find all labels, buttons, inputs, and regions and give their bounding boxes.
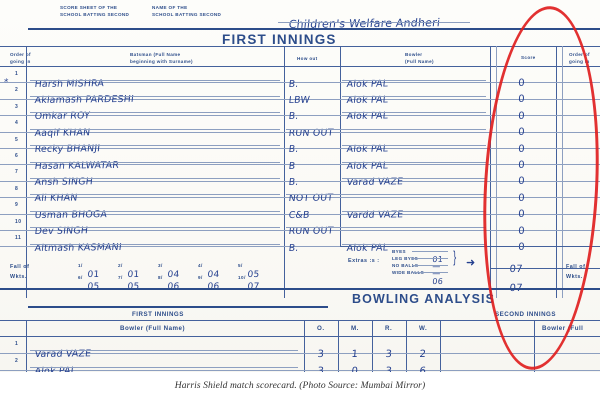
fow-value[interactable]: 06 bbox=[207, 282, 220, 292]
extras-total-value[interactable]: 07 bbox=[509, 264, 524, 275]
score-value[interactable]: 0 bbox=[518, 94, 525, 106]
score-value[interactable]: 0 bbox=[518, 77, 525, 89]
col-batsman-l2: beginning with Surname) bbox=[130, 59, 193, 64]
extras-arrow-icon: ➜ bbox=[466, 257, 476, 269]
how-out-value[interactable]: LBW bbox=[288, 94, 311, 106]
how-out-value[interactable]: B. bbox=[288, 176, 300, 188]
innings-title: FIRST INNINGS bbox=[222, 32, 337, 47]
bowling-col-w: W. bbox=[419, 325, 428, 332]
score-value[interactable]: 0 bbox=[518, 241, 525, 253]
fow-key: 6/ bbox=[78, 275, 83, 280]
header-left-label-line1: SCORE SHEET OF THE bbox=[60, 5, 118, 10]
bowling-first-innings-label: FIRST INNINGS bbox=[132, 311, 184, 318]
score-value[interactable]: 0 bbox=[518, 159, 525, 171]
col-order-l1: Order of bbox=[10, 52, 31, 57]
header-left-label-line2: SCHOOL BATTING SECOND bbox=[60, 12, 130, 17]
fow-value[interactable]: 01 bbox=[127, 270, 140, 280]
col-order-right-l1: Order of bbox=[569, 52, 590, 57]
fow-key: 5/ bbox=[238, 263, 243, 268]
extras-brace-icon: } bbox=[453, 249, 457, 266]
fow-value[interactable]: 04 bbox=[167, 270, 180, 280]
bowling-bowler-header: Bowler (Full Name) bbox=[120, 325, 186, 332]
bowling-analysis-title: BOWLING ANALYSIS bbox=[352, 292, 496, 306]
how-out-value[interactable]: B. bbox=[288, 111, 300, 123]
bowling-second-innings-label: SECOND INNINGS bbox=[495, 311, 556, 318]
fow-value[interactable]: 06 bbox=[167, 282, 180, 292]
batting-row-number: 8 bbox=[15, 185, 19, 192]
col-bowler-l1: Bowler bbox=[405, 52, 423, 57]
batting-row-number: 10 bbox=[15, 218, 22, 225]
fall-of-wkts-label-l2: Wkts. bbox=[10, 274, 27, 280]
fow-value[interactable]: 07 bbox=[247, 282, 260, 292]
wide-balls-label: WIDE BALLS bbox=[392, 270, 425, 275]
batting-row-number: 11 bbox=[15, 235, 22, 241]
captain-marker: * bbox=[3, 77, 9, 88]
figure-caption: Harris Shield match scorecard. (Photo So… bbox=[0, 372, 600, 400]
col-batsman-l1: Batsman (Full Name bbox=[130, 52, 181, 57]
batting-row-number: 4 bbox=[15, 120, 19, 127]
fow-value[interactable]: 01 bbox=[87, 270, 100, 280]
scorecard-paper bbox=[0, 0, 600, 372]
score-value[interactable]: 0 bbox=[518, 176, 525, 188]
extras-label: Extras :s : bbox=[348, 258, 380, 264]
batting-row-number: 9 bbox=[15, 202, 19, 209]
fow-key: 9/ bbox=[198, 275, 203, 280]
fow-value[interactable]: 05 bbox=[247, 270, 260, 280]
batting-row-number: 5 bbox=[15, 136, 19, 143]
batting-row-number: 6 bbox=[15, 153, 19, 159]
how-out-value[interactable]: B. bbox=[288, 78, 300, 90]
bowling-col-o: O. bbox=[317, 325, 325, 332]
fow-value[interactable]: 04 bbox=[207, 270, 220, 280]
score-value[interactable]: 0 bbox=[518, 192, 525, 204]
batting-row-number: 7 bbox=[15, 169, 19, 176]
bowling-bowler-header-right: Bowler (Full bbox=[542, 325, 584, 332]
score-value[interactable]: 0 bbox=[518, 225, 525, 237]
bowling-wickets[interactable]: 2 bbox=[419, 349, 427, 360]
fow-key: 10/ bbox=[238, 275, 246, 280]
col-order-right-l2: going in bbox=[569, 59, 590, 64]
fow-key: 3/ bbox=[158, 263, 163, 268]
how-out-value[interactable]: B. bbox=[288, 242, 300, 254]
col-order-l2: going in bbox=[10, 59, 31, 64]
byes-label: BYES bbox=[392, 249, 406, 254]
bowling-row-number: 2 bbox=[15, 358, 19, 364]
fow-value[interactable]: 05 bbox=[127, 282, 140, 292]
how-out-value[interactable]: C&B bbox=[288, 209, 311, 221]
fow-key: 2/ bbox=[118, 263, 123, 268]
header-name-label-line1: NAME OF THE bbox=[152, 5, 188, 10]
batting-row-number: 3 bbox=[15, 103, 19, 110]
fow-value[interactable]: 05 bbox=[87, 282, 100, 292]
score-value[interactable]: 0 bbox=[518, 208, 525, 221]
fow-key: 1/ bbox=[78, 263, 83, 268]
bowling-row-number: 1 bbox=[15, 341, 19, 347]
score-value[interactable]: 0 bbox=[518, 143, 525, 155]
how-out-value[interactable]: B. bbox=[288, 143, 300, 156]
bowling-maidens[interactable]: 1 bbox=[351, 349, 359, 360]
no-balls-label: NO BALLS bbox=[392, 263, 419, 268]
batting-row-number: 1 bbox=[15, 71, 19, 77]
col-score: Score bbox=[521, 55, 536, 60]
col-how-out: How out bbox=[297, 56, 318, 61]
bowling-col-r: R. bbox=[385, 325, 393, 332]
fow-key: 7/ bbox=[118, 275, 123, 280]
batting-row-number: 2 bbox=[15, 87, 19, 94]
fall-of-wkts-label-right-l1: Fall of bbox=[566, 264, 586, 270]
score-value[interactable]: 0 bbox=[518, 126, 525, 139]
fow-key: 8/ bbox=[158, 275, 163, 280]
bowling-col-m: M. bbox=[351, 325, 359, 332]
header-name-label-line2: SCHOOL BATTING SECOND bbox=[152, 12, 222, 17]
bowling-overs[interactable]: 3 bbox=[317, 349, 325, 360]
wide-balls-value[interactable]: 06 bbox=[432, 277, 444, 286]
fall-of-wkts-label-l1: Fall of bbox=[10, 264, 30, 270]
leg-byes-label: LEG BYES bbox=[392, 256, 419, 261]
fall-of-wkts-label-right-l2: Wkts. bbox=[566, 274, 583, 280]
fow-key: 4/ bbox=[198, 263, 203, 268]
score-value[interactable]: 0 bbox=[518, 110, 525, 122]
how-out-value[interactable]: B bbox=[288, 160, 296, 172]
col-bowler-l2: (Full Name) bbox=[405, 59, 434, 64]
bowling-runs[interactable]: 3 bbox=[385, 349, 393, 360]
